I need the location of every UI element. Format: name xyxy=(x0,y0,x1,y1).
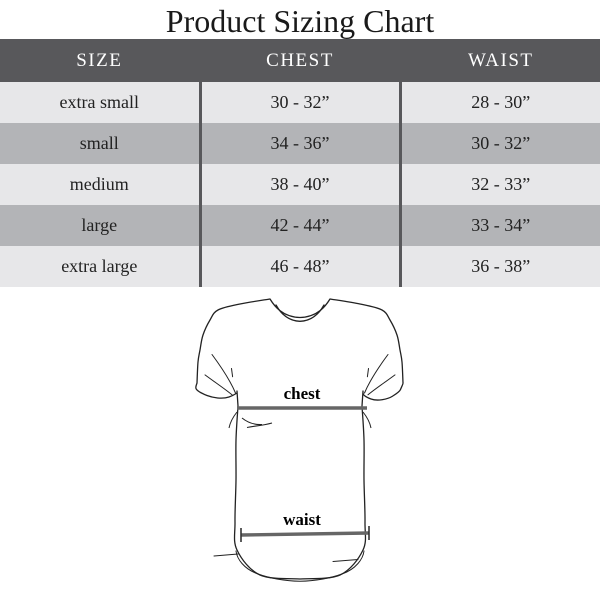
svg-text:waist: waist xyxy=(283,510,321,529)
svg-text:chest: chest xyxy=(284,384,321,403)
